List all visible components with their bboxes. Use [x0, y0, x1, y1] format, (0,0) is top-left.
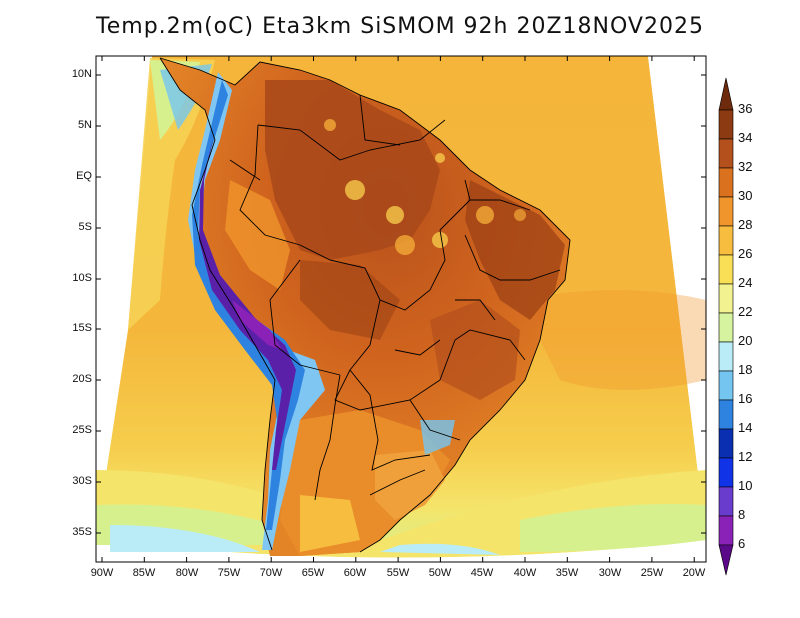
colorbar: [718, 77, 734, 576]
colorbar-label-28: 28: [738, 217, 753, 232]
lon-label-25w: 25W: [640, 567, 664, 579]
lon-label-85w: 85W: [132, 567, 156, 579]
political-borders: [229, 94, 561, 501]
lon-label-80w: 80W: [175, 567, 199, 579]
lon-label-65w: 65W: [301, 567, 325, 579]
colorbar-label-22: 22: [738, 304, 753, 319]
colorbar-segment: [718, 370, 734, 401]
colorbar-label-8: 8: [738, 507, 746, 522]
colorbar-label-26: 26: [738, 246, 753, 261]
colorbar-segment: [718, 457, 734, 488]
colorbar-segment: [718, 341, 734, 372]
lat-label-10s: 10S: [72, 272, 92, 284]
colorbar-label-18: 18: [738, 362, 753, 377]
lat-label-eq: EQ: [76, 170, 92, 182]
colorbar-label-34: 34: [738, 130, 753, 145]
colorbar-label-6: 6: [738, 536, 746, 551]
colorbar-segment: [718, 138, 734, 169]
colorbar-label-32: 32: [738, 159, 753, 174]
lat-label-10n: 10N: [71, 68, 92, 80]
lat-label-25s: 25S: [72, 424, 92, 436]
colorbar-label-10: 10: [738, 478, 753, 493]
lon-label-35w: 35W: [555, 567, 579, 579]
lon-label-30w: 30W: [598, 567, 622, 579]
coastline: [159, 57, 571, 553]
colorbar-arrow-top: [718, 77, 734, 111]
lat-label-5n: 5N: [77, 119, 92, 131]
colorbar-arrow-bottom: [718, 544, 734, 576]
colorbar-label-36: 36: [738, 101, 753, 116]
lat-label-5s: 5S: [78, 221, 92, 233]
colorbar-segment: [718, 399, 734, 430]
map-title: Temp.2m(oC) Eta3km SiSMOM 92h 20Z18NOV20…: [96, 14, 704, 39]
lon-label-60w: 60W: [343, 567, 367, 579]
colorbar-segment: [718, 283, 734, 314]
colorbar-segment: [718, 196, 734, 227]
lon-label-45w: 45W: [470, 567, 494, 579]
colorbar-label-24: 24: [738, 275, 753, 290]
lon-label-55w: 55W: [386, 567, 410, 579]
lon-label-70w: 70W: [259, 567, 283, 579]
lat-label-30s: 30S: [72, 475, 92, 487]
pacific-cool-zone: [128, 58, 215, 330]
colorbar-segment: [718, 167, 734, 198]
lat-label-35s: 35S: [72, 526, 92, 538]
colorbar-segment: [718, 312, 734, 343]
colorbar-label-30: 30: [738, 188, 753, 203]
colorbar-segment: [718, 109, 734, 140]
lon-label-90w: 90W: [90, 567, 114, 579]
map-frame: [95, 55, 707, 563]
colorbar-segment: [718, 486, 734, 517]
lon-label-75w: 75W: [217, 567, 241, 579]
colorbar-label-20: 20: [738, 333, 753, 348]
andes-cold-band: [192, 80, 305, 530]
colorbar-label-14: 14: [738, 420, 753, 435]
colorbar-label-12: 12: [738, 449, 753, 464]
lon-label-20w: 20W: [682, 567, 706, 579]
colorbar-segment: [718, 515, 734, 546]
colorbar-segment: [718, 225, 734, 256]
lon-label-50w: 50W: [428, 567, 452, 579]
lat-label-20s: 20S: [72, 373, 92, 385]
lon-label-40w: 40W: [513, 567, 537, 579]
colorbar-segment: [718, 254, 734, 285]
colorbar-label-16: 16: [738, 391, 753, 406]
andes-cool-band: [188, 72, 325, 550]
lat-label-15s: 15S: [72, 322, 92, 334]
colorbar-segment: [718, 428, 734, 459]
